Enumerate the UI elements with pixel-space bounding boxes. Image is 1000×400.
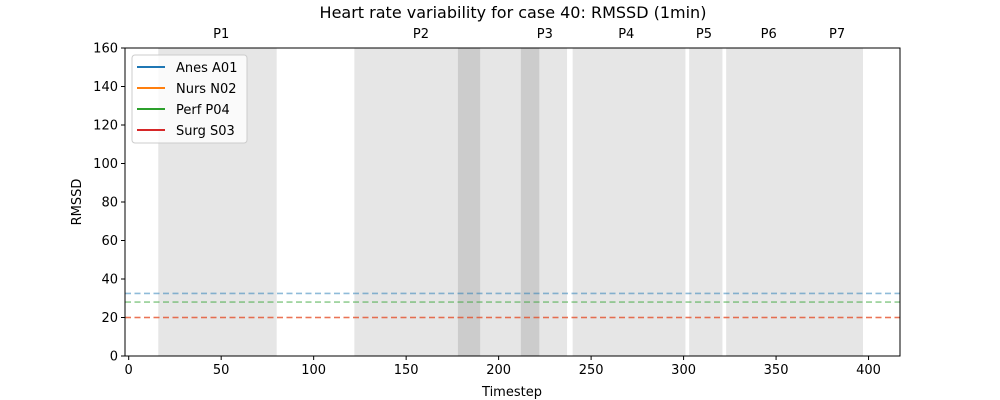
phase-label-7: P7	[829, 27, 845, 42]
legend-label-3: Perf P04	[176, 103, 230, 118]
phase-band-2	[354, 48, 481, 356]
y-axis: 0 20 40 60 80 100 120 140 160	[93, 42, 125, 365]
y-tick-label: 140	[93, 80, 118, 95]
x-tick-label: 0	[125, 363, 133, 378]
phase-label-4: P4	[618, 27, 634, 42]
phase-bands	[158, 48, 864, 356]
phase-label-5: P5	[696, 27, 712, 42]
x-axis-label: Timestep	[481, 385, 542, 400]
legend-box	[131, 54, 248, 144]
overlap-band-1	[457, 48, 481, 356]
phase-band-6	[726, 48, 815, 356]
y-tick-label: 40	[101, 273, 118, 288]
x-tick-label: 150	[394, 363, 419, 378]
phase-band-5	[689, 48, 723, 356]
legend-label-1: Anes A01	[176, 61, 237, 76]
x-tick-label: 250	[579, 363, 604, 378]
legend-label-4: Surg S03	[176, 124, 235, 139]
chart-title: Heart rate variability for case 40: RMSS…	[320, 3, 707, 22]
phase-band-3	[480, 48, 568, 356]
x-axis: 0 50 100 150 200 250 300 350 400	[125, 356, 881, 378]
phase-band-4	[572, 48, 686, 356]
y-tick-label: 100	[93, 157, 118, 172]
baseline-lines	[125, 292, 900, 319]
x-tick-label: 350	[764, 363, 789, 378]
phase-label-2: P2	[413, 27, 429, 42]
y-tick-label: 80	[101, 196, 118, 211]
x-tick-label: 400	[856, 363, 881, 378]
overlap-band-2	[520, 48, 540, 356]
y-axis-label: RMSSD	[70, 179, 85, 226]
y-tick-label: 120	[93, 119, 118, 134]
y-tick-label: 20	[101, 311, 118, 326]
y-tick-label: 0	[110, 350, 118, 365]
legend-label-2: Nurs N02	[176, 82, 236, 97]
phase-labels: P1 P2 P3 P4 P5 P6 P7	[213, 27, 845, 42]
x-tick-label: 100	[301, 363, 326, 378]
phase-label-1: P1	[213, 27, 229, 42]
x-tick-label: 200	[486, 363, 511, 378]
y-tick-label: 60	[101, 234, 118, 249]
x-tick-label: 50	[213, 363, 230, 378]
y-tick-label: 160	[93, 42, 118, 57]
phase-label-3: P3	[537, 27, 553, 42]
phase-label-6: P6	[761, 27, 777, 42]
phase-band-7	[814, 48, 864, 356]
legend: Anes A01 Nurs N02 Perf P04 Surg S03	[131, 54, 248, 144]
x-tick-label: 300	[671, 363, 696, 378]
